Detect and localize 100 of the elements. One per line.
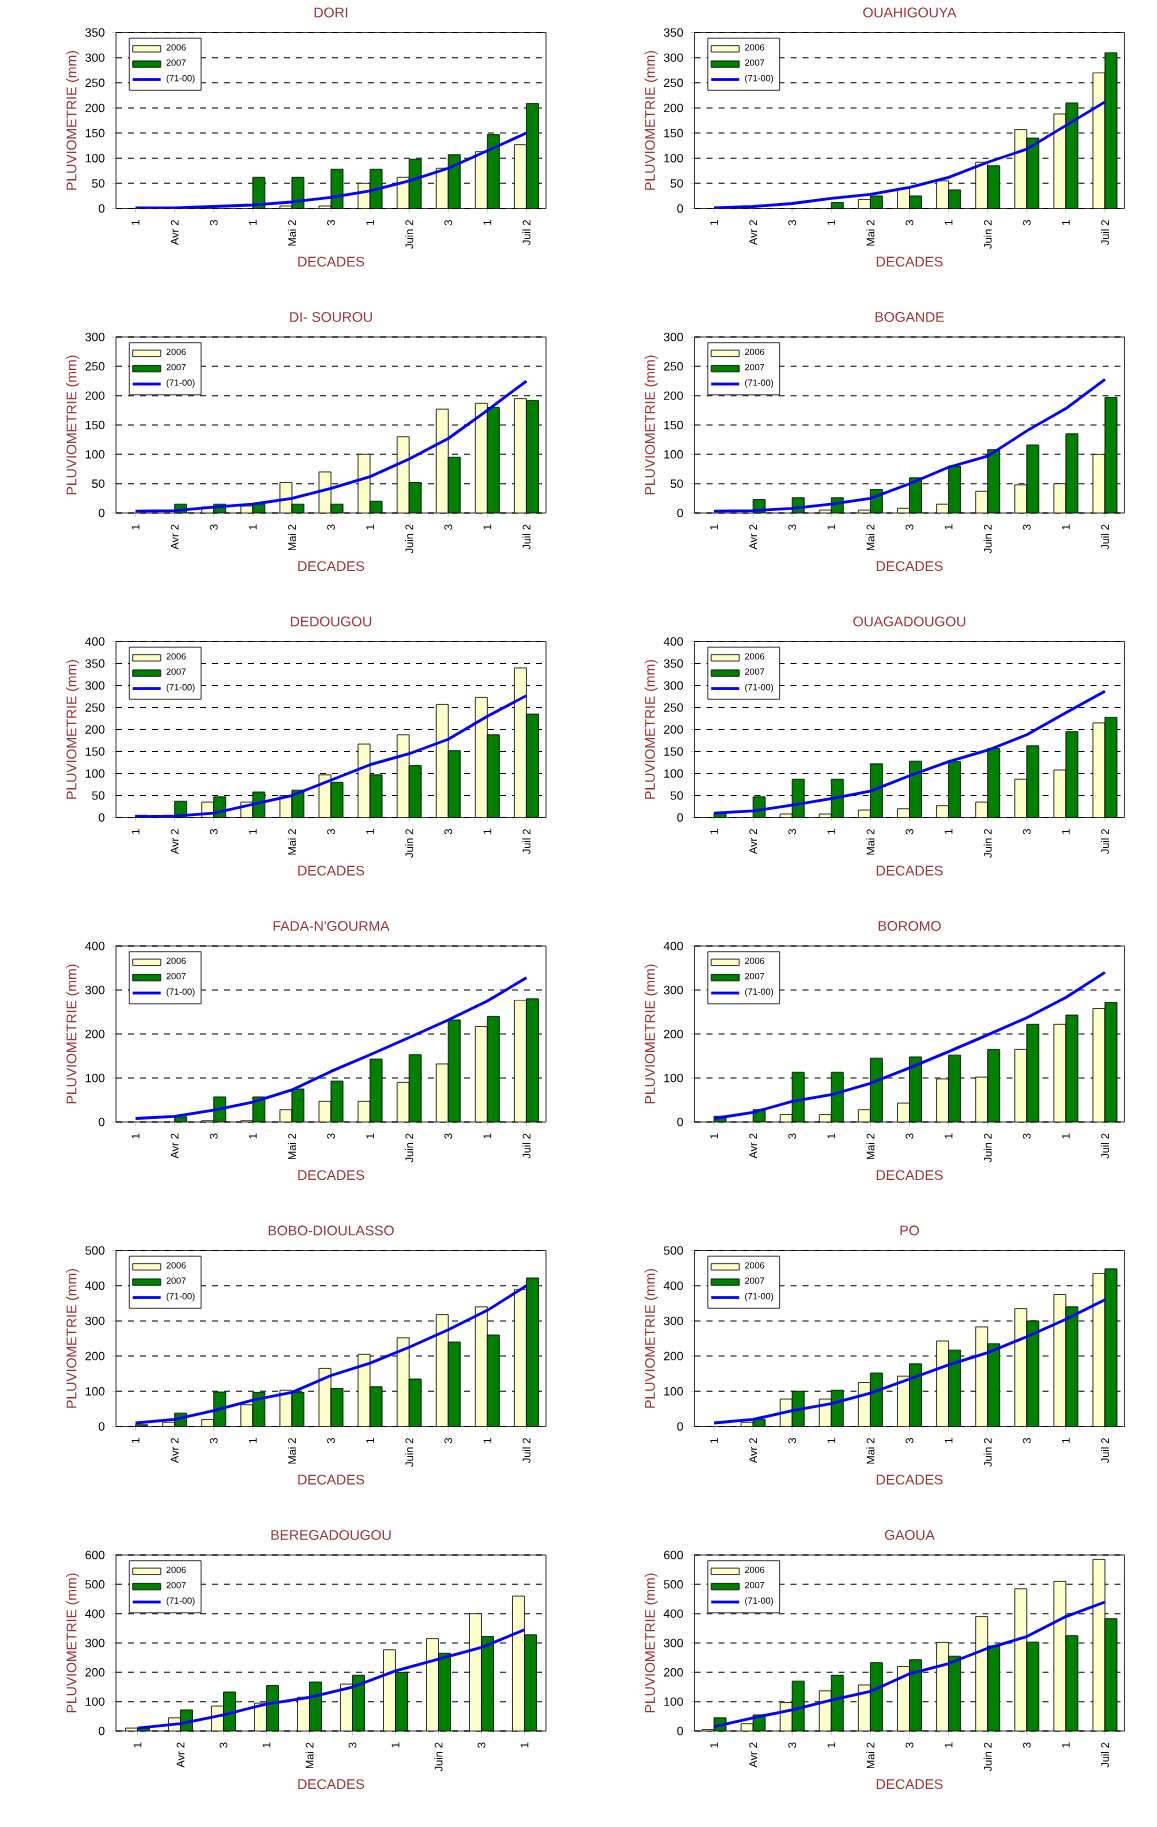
y-axis-title: PLUVIOMETRIE (mm) bbox=[66, 1269, 80, 1408]
legend-label: 2007 bbox=[745, 972, 765, 980]
legend-label: (71-00) bbox=[745, 1292, 774, 1302]
chart-title: FADA-N'GOURMA bbox=[273, 921, 390, 931]
y-tick-label: 500 bbox=[663, 1246, 683, 1255]
chart-title: DORI bbox=[314, 7, 348, 18]
legend-label: (71-00) bbox=[166, 379, 195, 388]
chart-title: BOGANDE bbox=[875, 312, 944, 322]
legend-label: 2007 bbox=[745, 363, 765, 371]
y-tick-label: 200 bbox=[85, 1351, 105, 1361]
x-tick-label: 1 bbox=[710, 220, 718, 225]
x-tick-label: 3 bbox=[905, 1438, 914, 1444]
x-tick-label: 3 bbox=[327, 220, 335, 226]
x-tick-label: 1 bbox=[1062, 1133, 1070, 1139]
x-tick-label: 1 bbox=[710, 1742, 718, 1748]
y-tick-label: 350 bbox=[663, 28, 683, 37]
x-tick-label: 1 bbox=[827, 1742, 836, 1748]
x-axis-title: DECADES bbox=[876, 1170, 943, 1181]
y-tick-label: 50 bbox=[92, 791, 105, 800]
y-axis-title: PLUVIOMETRIE (mm) bbox=[66, 964, 80, 1104]
x-axis-title: DECADES bbox=[298, 1779, 365, 1790]
x-tick-label: 3 bbox=[905, 220, 914, 226]
x-tick-label: Juin 2 bbox=[405, 524, 414, 554]
y-tick-label: 50 bbox=[92, 479, 105, 488]
legend-label: 2007 bbox=[745, 59, 765, 66]
x-tick-label: Avr 2 bbox=[170, 1438, 179, 1464]
x-tick-label: 3 bbox=[327, 829, 335, 835]
y-tick-label: 200 bbox=[664, 1668, 683, 1677]
y-tick-label: 200 bbox=[85, 1668, 105, 1677]
x-tick-label: 1 bbox=[483, 524, 492, 530]
y-tick-label: 50 bbox=[670, 179, 683, 188]
y-tick-label: 400 bbox=[663, 1609, 683, 1618]
x-tick-label: Juin 2 bbox=[983, 524, 992, 554]
x-tick-label: Juin 2 bbox=[983, 220, 992, 249]
x-tick-label: 1 bbox=[710, 1438, 718, 1443]
x-tick-label: Juil 2 bbox=[1100, 524, 1109, 550]
x-tick-label: Avr 2 bbox=[749, 1438, 757, 1464]
chart-title: DEDOUGOU bbox=[290, 616, 372, 627]
y-tick-label: 100 bbox=[85, 1387, 105, 1396]
x-tick-label: 3 bbox=[905, 524, 914, 530]
x-tick-label: 1 bbox=[249, 220, 257, 225]
x-axis-title: DECADES bbox=[298, 1474, 365, 1485]
y-tick-label: 150 bbox=[664, 420, 683, 430]
x-tick-label: Juil 2 bbox=[522, 829, 531, 855]
y-tick-label: 200 bbox=[664, 1351, 683, 1361]
y-tick-label: 400 bbox=[663, 1281, 683, 1290]
y-tick-label: 350 bbox=[85, 28, 105, 37]
chart-title: BOROMO bbox=[878, 921, 941, 931]
chart-title: BEREGADOUGOU bbox=[271, 1530, 391, 1540]
y-tick-label: 50 bbox=[92, 179, 105, 188]
x-tick-label: Mai 2 bbox=[287, 220, 296, 246]
x-tick-label: Mai 2 bbox=[287, 1438, 296, 1464]
y-axis-title: PLUVIOMETRIE (mm) bbox=[66, 1573, 80, 1713]
y-tick-label: 150 bbox=[85, 128, 105, 138]
x-tick-label: Avr 2 bbox=[749, 524, 757, 550]
y-tick-label: 300 bbox=[663, 985, 683, 995]
x-tick-label: Juil 2 bbox=[1100, 1133, 1109, 1159]
chart-title: BOBO-DIOULASSO bbox=[268, 1225, 394, 1236]
x-tick-label: 1 bbox=[520, 1742, 529, 1748]
y-axis-title: PLUVIOMETRIE (mm) bbox=[66, 355, 80, 495]
x-tick-label: 3 bbox=[905, 829, 914, 835]
y-tick-label: 200 bbox=[85, 1029, 105, 1039]
y-tick-label: 100 bbox=[85, 450, 105, 459]
x-tick-label: Juin 2 bbox=[983, 829, 992, 858]
y-tick-label: 250 bbox=[664, 703, 683, 712]
x-tick-label: Juil 2 bbox=[1100, 1438, 1109, 1464]
x-axis-title: DECADES bbox=[298, 1170, 365, 1181]
x-tick-label: 3 bbox=[209, 524, 218, 530]
y-tick-label: 400 bbox=[663, 941, 683, 951]
x-tick-label: Mai 2 bbox=[866, 1438, 875, 1464]
y-tick-label: 0 bbox=[677, 204, 683, 213]
y-tick-label: 100 bbox=[664, 769, 683, 778]
legend-label: 2007 bbox=[166, 972, 186, 980]
x-tick-label: 3 bbox=[444, 220, 453, 226]
legend-label: (71-00) bbox=[166, 1597, 195, 1606]
x-tick-label: 1 bbox=[483, 829, 492, 834]
x-tick-label: 1 bbox=[944, 1742, 953, 1748]
x-axis-title: DECADES bbox=[298, 865, 365, 876]
y-tick-label: 0 bbox=[98, 508, 105, 518]
y-tick-label: 200 bbox=[85, 725, 105, 734]
x-tick-label: 1 bbox=[249, 1133, 257, 1139]
x-tick-label: 1 bbox=[391, 1742, 400, 1748]
x-tick-label: 1 bbox=[131, 220, 140, 225]
x-tick-label: 3 bbox=[348, 1742, 357, 1748]
x-tick-label: 3 bbox=[1022, 524, 1031, 530]
x-tick-label: 1 bbox=[249, 829, 257, 834]
legend-label: 2006 bbox=[745, 957, 765, 965]
x-tick-label: Mai 2 bbox=[287, 1133, 296, 1160]
x-tick-label: Avr 2 bbox=[170, 1133, 179, 1159]
y-tick-label: 0 bbox=[98, 204, 105, 213]
x-tick-label: Avr 2 bbox=[749, 1133, 757, 1159]
y-axis-title: PLUVIOMETRIE (mm) bbox=[644, 964, 658, 1104]
x-tick-label: 1 bbox=[366, 829, 374, 834]
x-axis-title: DECADES bbox=[876, 1474, 943, 1485]
x-tick-label: 1 bbox=[710, 524, 718, 530]
legend-label: (71-00) bbox=[745, 379, 774, 388]
y-axis-title: PLUVIOMETRIE (mm) bbox=[644, 1573, 658, 1713]
x-tick-label: 3 bbox=[209, 1133, 218, 1139]
legend-label: 2006 bbox=[745, 1262, 765, 1269]
y-tick-label: 0 bbox=[677, 508, 683, 518]
